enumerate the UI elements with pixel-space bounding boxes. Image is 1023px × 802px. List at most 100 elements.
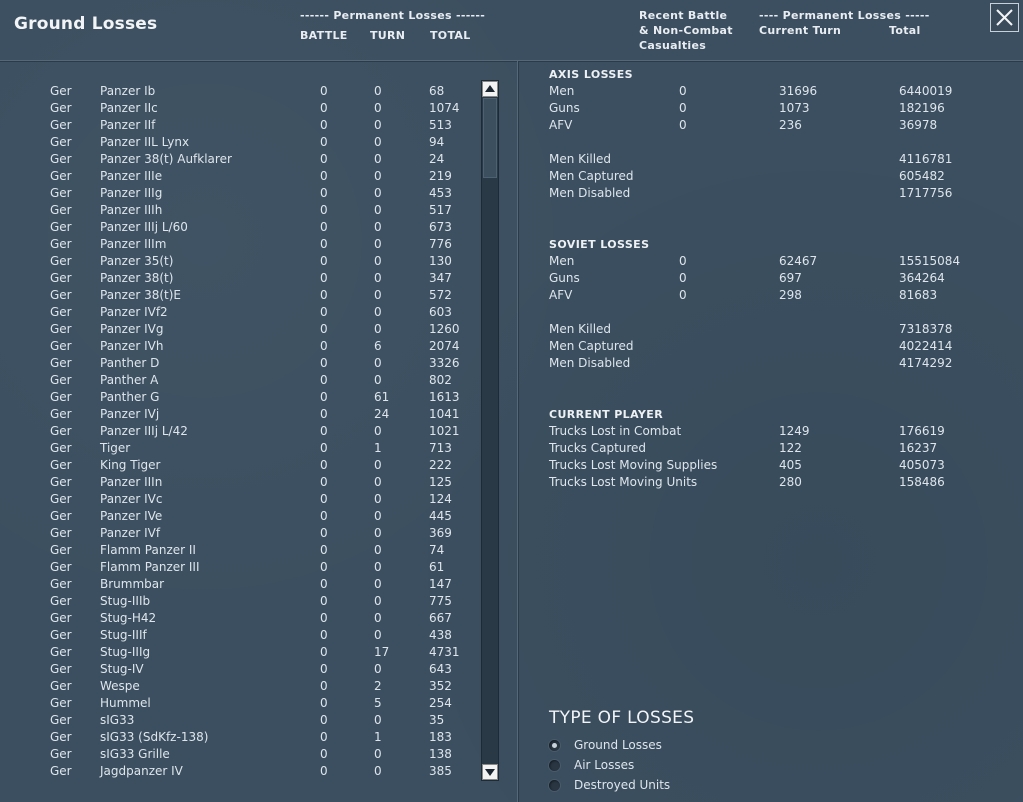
table-row[interactable]: Ger sIG33 Grille 0 0 138 xyxy=(0,746,480,763)
table-row[interactable]: Ger Panther G 0 61 1613 xyxy=(0,389,480,406)
table-row[interactable]: Ger Stug-IV 0 0 643 xyxy=(0,661,480,678)
unit-name: Panzer IVc xyxy=(100,492,163,506)
table-row[interactable]: Ger Panzer IIf 0 0 513 xyxy=(0,117,480,134)
unit-nation: Ger xyxy=(50,373,72,387)
unit-name: Panzer IVg xyxy=(100,322,164,336)
unit-turn-losses: 0 xyxy=(374,662,382,676)
unit-name: Tiger xyxy=(100,441,131,455)
table-row[interactable]: Ger Panzer IVe 0 0 445 xyxy=(0,508,480,525)
table-row[interactable]: Ger Panzer 35(t) 0 0 130 xyxy=(0,253,480,270)
table-row[interactable]: Ger Panther A 0 0 802 xyxy=(0,372,480,389)
table-row[interactable]: Ger Panzer 38(t)E 0 0 572 xyxy=(0,287,480,304)
table-row[interactable]: Ger Panzer IIIe 0 0 219 xyxy=(0,168,480,185)
table-row[interactable]: Ger Panzer 38(t) Aufklarer 0 0 24 xyxy=(0,151,480,168)
unit-total-losses: 1260 xyxy=(429,322,460,336)
unit-turn-losses: 0 xyxy=(374,611,382,625)
table-row[interactable]: Ger King Tiger 0 0 222 xyxy=(0,457,480,474)
table-row[interactable]: Ger Stug-IIIb 0 0 775 xyxy=(0,593,480,610)
summary-current-turn-value: 298 xyxy=(779,288,802,302)
table-row[interactable]: Ger Panzer IIIj L/60 0 0 673 xyxy=(0,219,480,236)
unit-nation: Ger xyxy=(50,407,72,421)
radio-button-icon[interactable] xyxy=(549,740,560,751)
summary-current-turn-value: 122 xyxy=(779,441,802,455)
summary-label: Men Disabled xyxy=(549,356,631,370)
unit-list-scrollbar[interactable] xyxy=(481,80,499,781)
summary-battle-value: 0 xyxy=(679,84,687,98)
unit-total-losses: 347 xyxy=(429,271,452,285)
close-button[interactable] xyxy=(990,3,1019,32)
summary-total-value: 7318378 xyxy=(899,322,953,336)
unit-battle-losses: 0 xyxy=(320,492,328,506)
unit-turn-losses: 5 xyxy=(374,696,382,710)
table-row[interactable]: Ger Panzer IIIh 0 0 517 xyxy=(0,202,480,219)
table-row[interactable]: Ger Panzer IVh 0 6 2074 xyxy=(0,338,480,355)
summary-row: AFV 0 236 36978 xyxy=(549,117,1009,134)
summary-row: Men Disabled 4174292 xyxy=(549,355,1009,372)
table-row[interactable]: Ger Panzer IVf2 0 0 603 xyxy=(0,304,480,321)
unit-total-losses: 776 xyxy=(429,237,452,251)
scrollbar-thumb[interactable] xyxy=(483,98,497,178)
unit-nation: Ger xyxy=(50,441,72,455)
unit-battle-losses: 0 xyxy=(320,101,328,115)
table-row[interactable]: Ger Panzer IIIj L/42 0 0 1021 xyxy=(0,423,480,440)
unit-total-losses: 445 xyxy=(429,509,452,523)
unit-turn-losses: 0 xyxy=(374,152,382,166)
truck-losses-table: Trucks Lost in Combat 1249 176619 Trucks Ca… xyxy=(549,423,1009,493)
summary-total-value: 36978 xyxy=(899,118,938,132)
unit-total-losses: 1613 xyxy=(429,390,460,404)
unit-turn-losses: 0 xyxy=(374,220,382,234)
table-row[interactable]: Ger Flamm Panzer III 0 0 61 xyxy=(0,559,480,576)
permanent-losses-header: ------ Permanent Losses ------ xyxy=(300,9,486,22)
table-row[interactable]: Ger Panzer IVg 0 0 1260 xyxy=(0,321,480,338)
table-row[interactable]: Ger Brummbar 0 0 147 xyxy=(0,576,480,593)
table-row[interactable]: Ger Panzer IIIn 0 0 125 xyxy=(0,474,480,491)
unit-nation: Ger xyxy=(50,203,72,217)
unit-battle-losses: 0 xyxy=(320,220,328,234)
radio-button-icon[interactable] xyxy=(549,780,560,791)
table-row[interactable]: Ger Panzer IIIg 0 0 453 xyxy=(0,185,480,202)
unit-name: Panzer IIIn xyxy=(100,475,163,489)
table-row[interactable]: Ger Panzer IVc 0 0 124 xyxy=(0,491,480,508)
table-row[interactable]: Ger Panzer IIL Lynx 0 0 94 xyxy=(0,134,480,151)
summary-total-value: 176619 xyxy=(899,424,945,438)
table-row[interactable]: Ger Panzer IIIm 0 0 776 xyxy=(0,236,480,253)
table-row[interactable]: Ger Panzer Ib 0 0 68 xyxy=(0,83,480,100)
table-row[interactable]: Ger Panzer IVf 0 0 369 xyxy=(0,525,480,542)
scroll-up-button[interactable] xyxy=(482,81,498,97)
summary-total-value: 405073 xyxy=(899,458,945,472)
unit-turn-losses: 0 xyxy=(374,373,382,387)
table-row[interactable]: Ger sIG33 (SdKfz-138) 0 1 183 xyxy=(0,729,480,746)
table-row[interactable]: Ger Panzer IIc 0 0 1074 xyxy=(0,100,480,117)
summary-total-value: 16237 xyxy=(899,441,938,455)
table-row[interactable]: Ger Stug-IIIg 0 17 4731 xyxy=(0,644,480,661)
unit-name: Wespe xyxy=(100,679,140,693)
table-row[interactable]: Ger Panzer IVj 0 24 1041 xyxy=(0,406,480,423)
unit-total-losses: 1021 xyxy=(429,424,460,438)
recent-casualties-header-3: Casualties xyxy=(639,39,707,52)
unit-name: Panzer IVf xyxy=(100,526,161,540)
unit-total-losses: 74 xyxy=(429,543,445,557)
table-row[interactable]: Ger Panzer 38(t) 0 0 347 xyxy=(0,270,480,287)
recent-casualties-header-1: Recent Battle xyxy=(639,9,728,22)
table-row[interactable]: Ger Wespe 0 2 352 xyxy=(0,678,480,695)
table-row[interactable]: Ger Stug-IIIf 0 0 438 xyxy=(0,627,480,644)
unit-total-losses: 254 xyxy=(429,696,452,710)
table-row[interactable]: Ger Hummel 0 5 254 xyxy=(0,695,480,712)
table-row[interactable]: Ger Stug-H42 0 0 667 xyxy=(0,610,480,627)
table-row[interactable]: Ger Panther D 0 0 3326 xyxy=(0,355,480,372)
table-row[interactable]: Ger Flamm Panzer II 0 0 74 xyxy=(0,542,480,559)
scroll-down-button[interactable] xyxy=(482,764,498,780)
table-row[interactable]: Ger sIG33 0 0 35 xyxy=(0,712,480,729)
unit-nation: Ger xyxy=(50,84,72,98)
unit-nation: Ger xyxy=(50,288,72,302)
unit-battle-losses: 0 xyxy=(320,628,328,642)
col-header-total: TOTAL xyxy=(430,29,471,42)
summary-row: Guns 0 697 364264 xyxy=(549,270,1009,287)
unit-turn-losses: 0 xyxy=(374,271,382,285)
summary-total-value: 4174292 xyxy=(899,356,953,370)
unit-total-losses: 1041 xyxy=(429,407,460,421)
radio-button-icon[interactable] xyxy=(549,760,560,771)
table-row[interactable]: Ger Tiger 0 1 713 xyxy=(0,440,480,457)
summary-total-value: 158486 xyxy=(899,475,945,489)
table-row[interactable]: Ger Jagdpanzer IV 0 0 385 xyxy=(0,763,480,780)
